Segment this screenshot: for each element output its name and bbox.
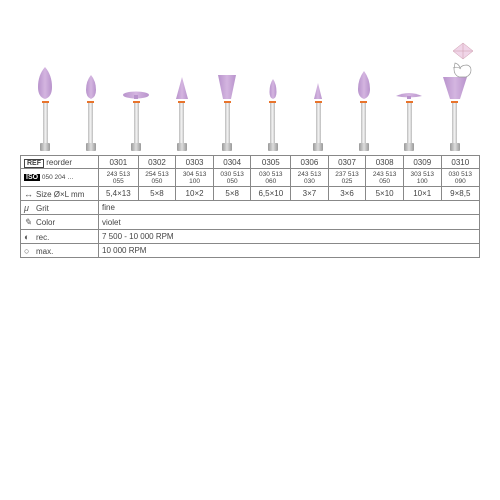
size-cell: 3×7 xyxy=(291,187,329,201)
iso-cell: 030 513 060 xyxy=(251,169,291,187)
row-label-ref: REF reorder xyxy=(21,156,99,169)
products-row xyxy=(20,35,480,155)
product-0304 xyxy=(161,65,203,151)
product-0301 xyxy=(24,65,66,151)
ref-cell: 0303 xyxy=(176,156,214,169)
brand-logo xyxy=(448,41,478,81)
product-0307 xyxy=(297,65,339,151)
ref-cell: 0302 xyxy=(138,156,176,169)
iso-cell: 030 513 090 xyxy=(441,169,479,187)
product-0306 xyxy=(252,65,294,151)
iso-cell: 243 513 050 xyxy=(366,169,404,187)
ref-cell: 0305 xyxy=(251,156,291,169)
color-value: violet xyxy=(99,215,480,230)
product-0309 xyxy=(388,65,430,151)
ref-cell: 0304 xyxy=(213,156,251,169)
size-cell: 5×8 xyxy=(138,187,176,201)
ref-cell: 0308 xyxy=(366,156,404,169)
iso-cell: 243 513 055 xyxy=(99,169,139,187)
size-cell: 6,5×10 xyxy=(251,187,291,201)
size-cell: 9×8,5 xyxy=(441,187,479,201)
ref-cell: 0306 xyxy=(291,156,329,169)
row-label-max: ○max. xyxy=(21,244,99,258)
grit-value: fine xyxy=(99,201,480,215)
size-cell: 3×6 xyxy=(328,187,366,201)
ref-cell: 0301 xyxy=(99,156,139,169)
product-0302 xyxy=(70,65,112,151)
iso-cell: 304 513 100 xyxy=(176,169,214,187)
iso-cell: 243 513 030 xyxy=(291,169,329,187)
rec-value: 7 500 - 10 000 RPM xyxy=(99,230,480,244)
iso-cell: 303 513 100 xyxy=(403,169,441,187)
iso-cell: 237 513 025 xyxy=(328,169,366,187)
ref-cell: 0309 xyxy=(403,156,441,169)
size-cell: 10×1 xyxy=(403,187,441,201)
ref-cell: 0307 xyxy=(328,156,366,169)
iso-cell: 030 513 050 xyxy=(213,169,251,187)
iso-cell: 254 513 050 xyxy=(138,169,176,187)
size-cell: 5×10 xyxy=(366,187,404,201)
row-label-rec: ◐rec. xyxy=(21,230,99,244)
row-label-color: ✎Color xyxy=(21,215,99,230)
product-0303 xyxy=(115,65,157,151)
row-label-iso: ISO 050 204 … xyxy=(21,169,99,187)
row-label-grit: μGrit xyxy=(21,201,99,215)
size-cell: 5×8 xyxy=(213,187,251,201)
max-value: 10 000 RPM xyxy=(99,244,480,258)
size-cell: 10×2 xyxy=(176,187,214,201)
row-label-size: ↔Size Ø×L mm xyxy=(21,187,99,201)
product-0308 xyxy=(343,65,385,151)
ref-cell: 0310 xyxy=(441,156,479,169)
spec-table: REF reorder03010302030303040305030603070… xyxy=(20,155,480,258)
product-0305 xyxy=(206,65,248,151)
size-cell: 5,4×13 xyxy=(99,187,139,201)
